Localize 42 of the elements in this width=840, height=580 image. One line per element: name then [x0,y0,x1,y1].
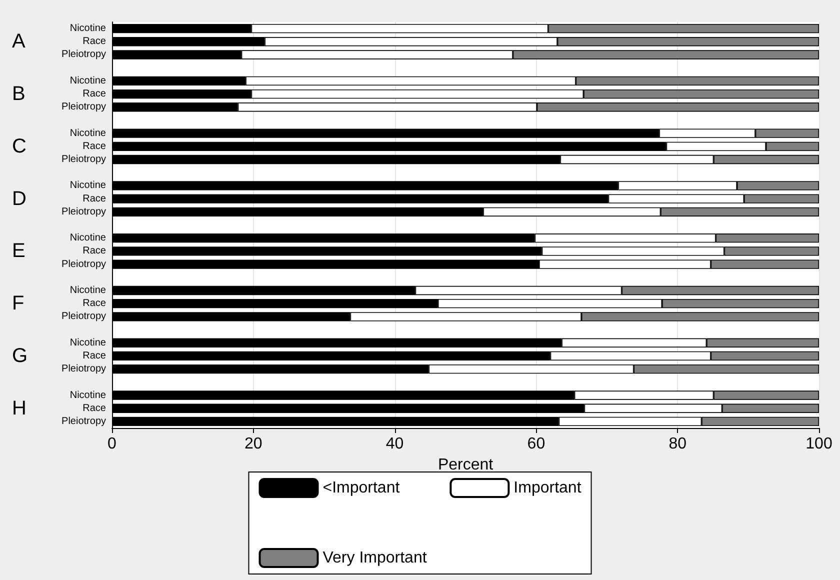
y-tick-label: Pleiotropy [62,364,106,375]
x-tick-label: 20 [244,436,262,452]
y-tick-label: Nicotine [70,390,106,401]
y-tick-label: Race [82,350,106,362]
legend-label: Very Important [322,550,428,566]
text: A [12,30,26,53]
text: F [12,292,24,315]
y-tick-label: Race [82,140,106,152]
y-tick-label: Pleiotropy [62,311,106,322]
y-tick-label: Nicotine [70,180,106,192]
text: D [12,188,26,210]
y-tick-label: Pleiotropy [62,49,106,60]
x-tick-label: 60 [527,436,546,452]
y-tick-label: Race [82,88,106,100]
y-tick-label: Nicotine [70,232,106,244]
y-tick-label: Pleiotropy [62,102,106,113]
y-tick-label: Pleiotropy [62,206,106,218]
x-tick-label: 40 [386,436,404,452]
x-tick-label: 80 [668,436,687,452]
y-tick-label: Nicotine [70,128,106,139]
y-tick-label: Race [82,36,106,48]
x-axis-title: Percent [438,456,494,474]
y-tick-label: Pleiotropy [62,154,106,166]
y-tick-label: Race [82,246,106,257]
y-tick-label: Race [82,298,106,310]
legend-label: <Important [322,480,400,496]
text: H [12,397,26,420]
text: C [12,135,26,158]
x-tick-label: 0 [108,436,117,452]
y-tick-label: Nicotine [70,337,106,348]
text: B [12,83,26,106]
y-tick-label: Nicotine [70,284,106,296]
x-tick-label: 100 [806,436,832,452]
legend-label: Important [514,480,582,496]
y-tick-label: Pleiotropy [62,416,106,427]
text: G [12,344,28,367]
y-tick-label: Nicotine [70,75,106,86]
y-tick-label: Nicotine [70,23,106,34]
text: E [12,240,26,262]
y-tick-label: Pleiotropy [62,258,106,270]
y-tick-label: Race [82,193,106,204]
y-tick-label: Race [82,402,106,414]
